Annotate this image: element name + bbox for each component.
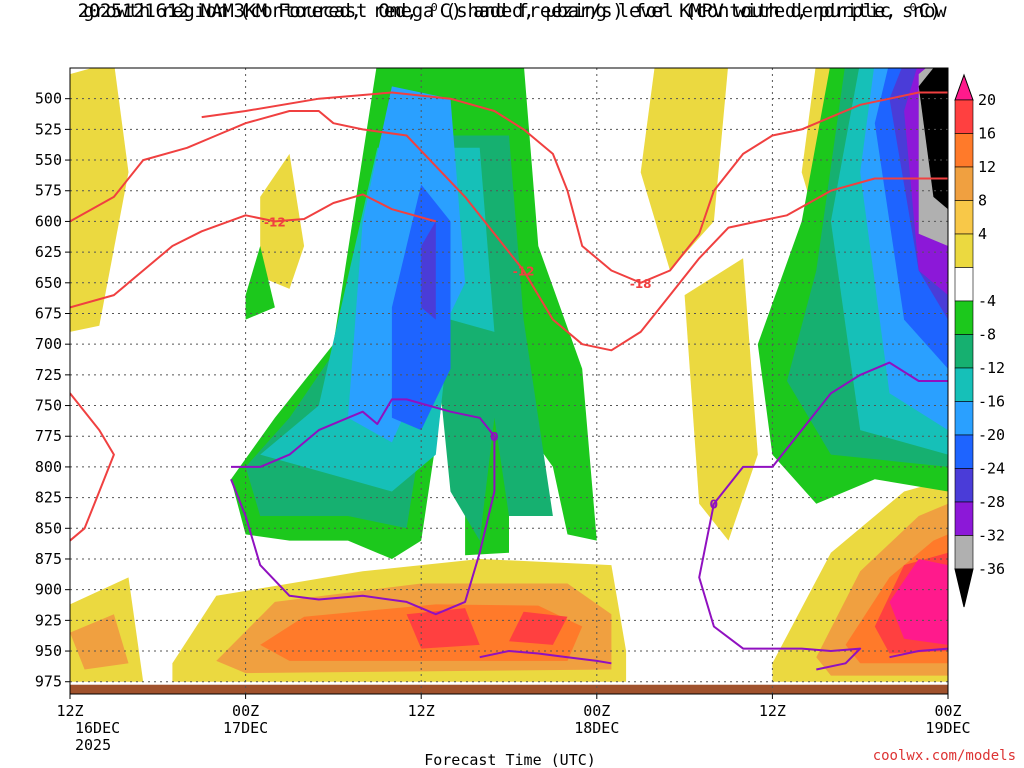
colorbar-top-arrow [954,73,974,101]
x-tick-label-60-2: 19DEC [925,719,970,737]
y-tick-label-600: 600 [35,212,62,230]
x-tick-label-36-2: 18DEC [574,719,619,737]
y-tick-label-650: 650 [35,274,62,292]
y-tick-label-800: 800 [35,458,62,476]
colorbar-bottom-arrow [954,568,974,608]
freezing-contour-2 [479,650,612,665]
freezing-contour-1 [698,361,948,671]
colorbar: 20 16 12 8 4 -4 -8 -12 -16 -20 -24 -28 -32 -36 [954,73,1005,608]
x-tick-label-60-1: 00Z [934,702,961,720]
colorbar-label-2: 12 [978,158,996,176]
colorbar-label-8: -16 [978,393,1005,411]
colorbar-segment-5 [954,233,974,268]
x-tick-label-0-2: 16DEC [75,719,120,737]
y-tick-label-725: 725 [35,366,62,384]
x-tick-label-12-1: 00Z [232,702,259,720]
colorbar-segment-12 [954,468,974,503]
omega-region-11 [70,614,129,670]
freezing-contour-0 [230,398,496,616]
dgz-contour-label-1: -12 [513,265,535,279]
omega-region-0 [70,68,129,332]
dgz-contour-3 [70,392,115,542]
colorbar-segment-11 [954,434,974,469]
x-tick-label-48-1: 12Z [759,702,786,720]
colorbar-label-3: 8 [978,192,987,210]
x-tick-label-36-1: 00Z [583,702,610,720]
colorbar-segment-14 [954,535,974,570]
dgz-contour-label-0: -18 [630,277,652,291]
dgz-contour-0 [201,91,948,284]
colorbar-label-9: -20 [978,426,1005,444]
colorbar-label-1: 16 [978,125,996,143]
y-tick-label-950: 950 [35,642,62,660]
colorbar-segment-10 [954,401,974,436]
terrain [70,684,948,694]
freezing-contour-label-1: 0 [710,498,718,512]
y-tick-label-500: 500 [35,90,62,108]
omega-region-14 [406,608,480,649]
y-axis: 500 525 550 575 600 625 650 675 700 725 750 775 800 8… [35,90,70,691]
omega-region-15 [509,611,568,645]
colorbar-segment-4 [954,200,974,235]
x-tick-label-0-1: 12Z [56,702,83,720]
terrain-fill [70,684,948,694]
y-tick-label-575: 575 [35,182,62,200]
y-tick-label-700: 700 [35,335,62,353]
omega-region-20 [245,246,275,320]
y-tick-label-925: 925 [35,611,62,629]
colorbar-segment-1 [954,99,974,134]
y-tick-label-875: 875 [35,550,62,568]
colorbar-label-11: -28 [978,493,1005,511]
colorbar-label-4: 4 [978,225,987,243]
colorbar-segment-3 [954,166,974,201]
colorbar-label-5: -4 [978,292,996,310]
y-tick-label-825: 825 [35,489,62,507]
dgz-contour-2 [70,193,437,309]
colorbar-label-13: -36 [978,560,1005,578]
colorbar-segment-13 [954,501,974,536]
colorbar-label-12: -32 [978,527,1005,545]
y-tick-label-675: 675 [35,304,62,322]
freezing-contour-label-0: 0 [490,430,498,444]
plot-frame [69,67,949,695]
dgz-contour-1 [70,110,948,352]
credit-text: coolwx.com/models [873,748,1016,764]
y-tick-label-975: 975 [35,673,62,691]
y-tick-label-850: 850 [35,519,62,537]
omega-region-2 [640,68,728,271]
x-tick-label-24-1: 12Z [408,702,435,720]
x-tick-label-0-3: 2025 [75,736,111,754]
colorbar-segment-9 [954,367,974,402]
x-tick-label-12-2: 17DEC [223,719,268,737]
chart-title-line-2: growth region (contoured, red, ⁰C) and f… [83,0,941,22]
colorbar-label-10: -24 [978,460,1005,478]
y-tick-label-900: 900 [35,581,62,599]
y-tick-label-550: 550 [35,151,62,169]
dgz-contour-label-2: -12 [264,215,286,229]
colorbar-label-6: -8 [978,326,996,344]
chart-title-line-1: 2025121612 NAM3KM Forecast Omega (shaded… [77,0,947,22]
colorbar-segment-2 [954,133,974,168]
omega-region-17 [889,559,948,645]
omega-region-29 [421,221,436,320]
x-axis-label: Forecast Time (UTC) [424,751,596,768]
colorbar-segment-8 [954,334,974,369]
colorbar-label-7: -12 [978,359,1005,377]
freezing-contour-3 [889,647,948,659]
colorbar-segment-6 [954,267,974,302]
omega-region-33 [918,68,948,210]
colorbar-segment-7 [954,300,974,335]
y-tick-label-775: 775 [35,427,62,445]
y-tick-label-750: 750 [35,397,62,415]
colorbar-label-0: 20 [978,91,996,109]
contours: -18 -12 -12 0 0 [70,91,948,671]
y-tick-label-625: 625 [35,243,62,261]
y-tick-label-525: 525 [35,120,62,138]
